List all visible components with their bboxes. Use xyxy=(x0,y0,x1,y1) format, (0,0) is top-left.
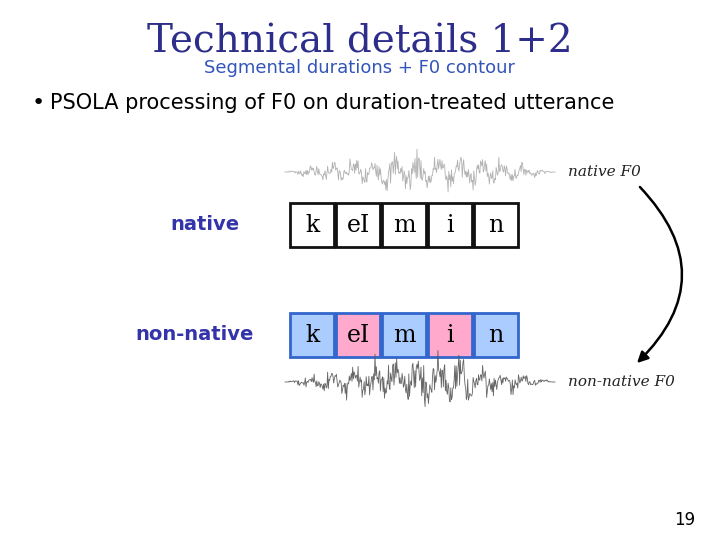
Bar xyxy=(290,203,334,247)
Text: •: • xyxy=(32,93,45,113)
Text: i: i xyxy=(446,213,454,237)
Text: 19: 19 xyxy=(674,511,695,529)
Text: m: m xyxy=(392,323,415,347)
Text: non-native F0: non-native F0 xyxy=(568,375,675,389)
Text: i: i xyxy=(446,323,454,347)
Text: m: m xyxy=(392,213,415,237)
Bar xyxy=(336,313,380,357)
Text: Segmental durations + F0 contour: Segmental durations + F0 contour xyxy=(204,59,516,77)
Text: Technical details 1+2: Technical details 1+2 xyxy=(147,24,573,60)
Bar xyxy=(474,313,518,357)
Bar xyxy=(428,313,472,357)
Text: non-native: non-native xyxy=(136,326,254,345)
Bar xyxy=(382,203,426,247)
Text: eI: eI xyxy=(346,323,369,347)
Text: native F0: native F0 xyxy=(568,165,641,179)
Text: n: n xyxy=(488,213,503,237)
Bar xyxy=(474,203,518,247)
FancyArrowPatch shape xyxy=(639,187,682,361)
Bar xyxy=(336,203,380,247)
Text: k: k xyxy=(305,323,319,347)
Text: PSOLA processing of F0 on duration-treated utterance: PSOLA processing of F0 on duration-treat… xyxy=(50,93,614,113)
Text: n: n xyxy=(488,323,503,347)
Bar xyxy=(290,313,334,357)
Text: native: native xyxy=(171,215,240,234)
Bar xyxy=(428,203,472,247)
Text: eI: eI xyxy=(346,213,369,237)
Bar xyxy=(382,313,426,357)
Text: k: k xyxy=(305,213,319,237)
